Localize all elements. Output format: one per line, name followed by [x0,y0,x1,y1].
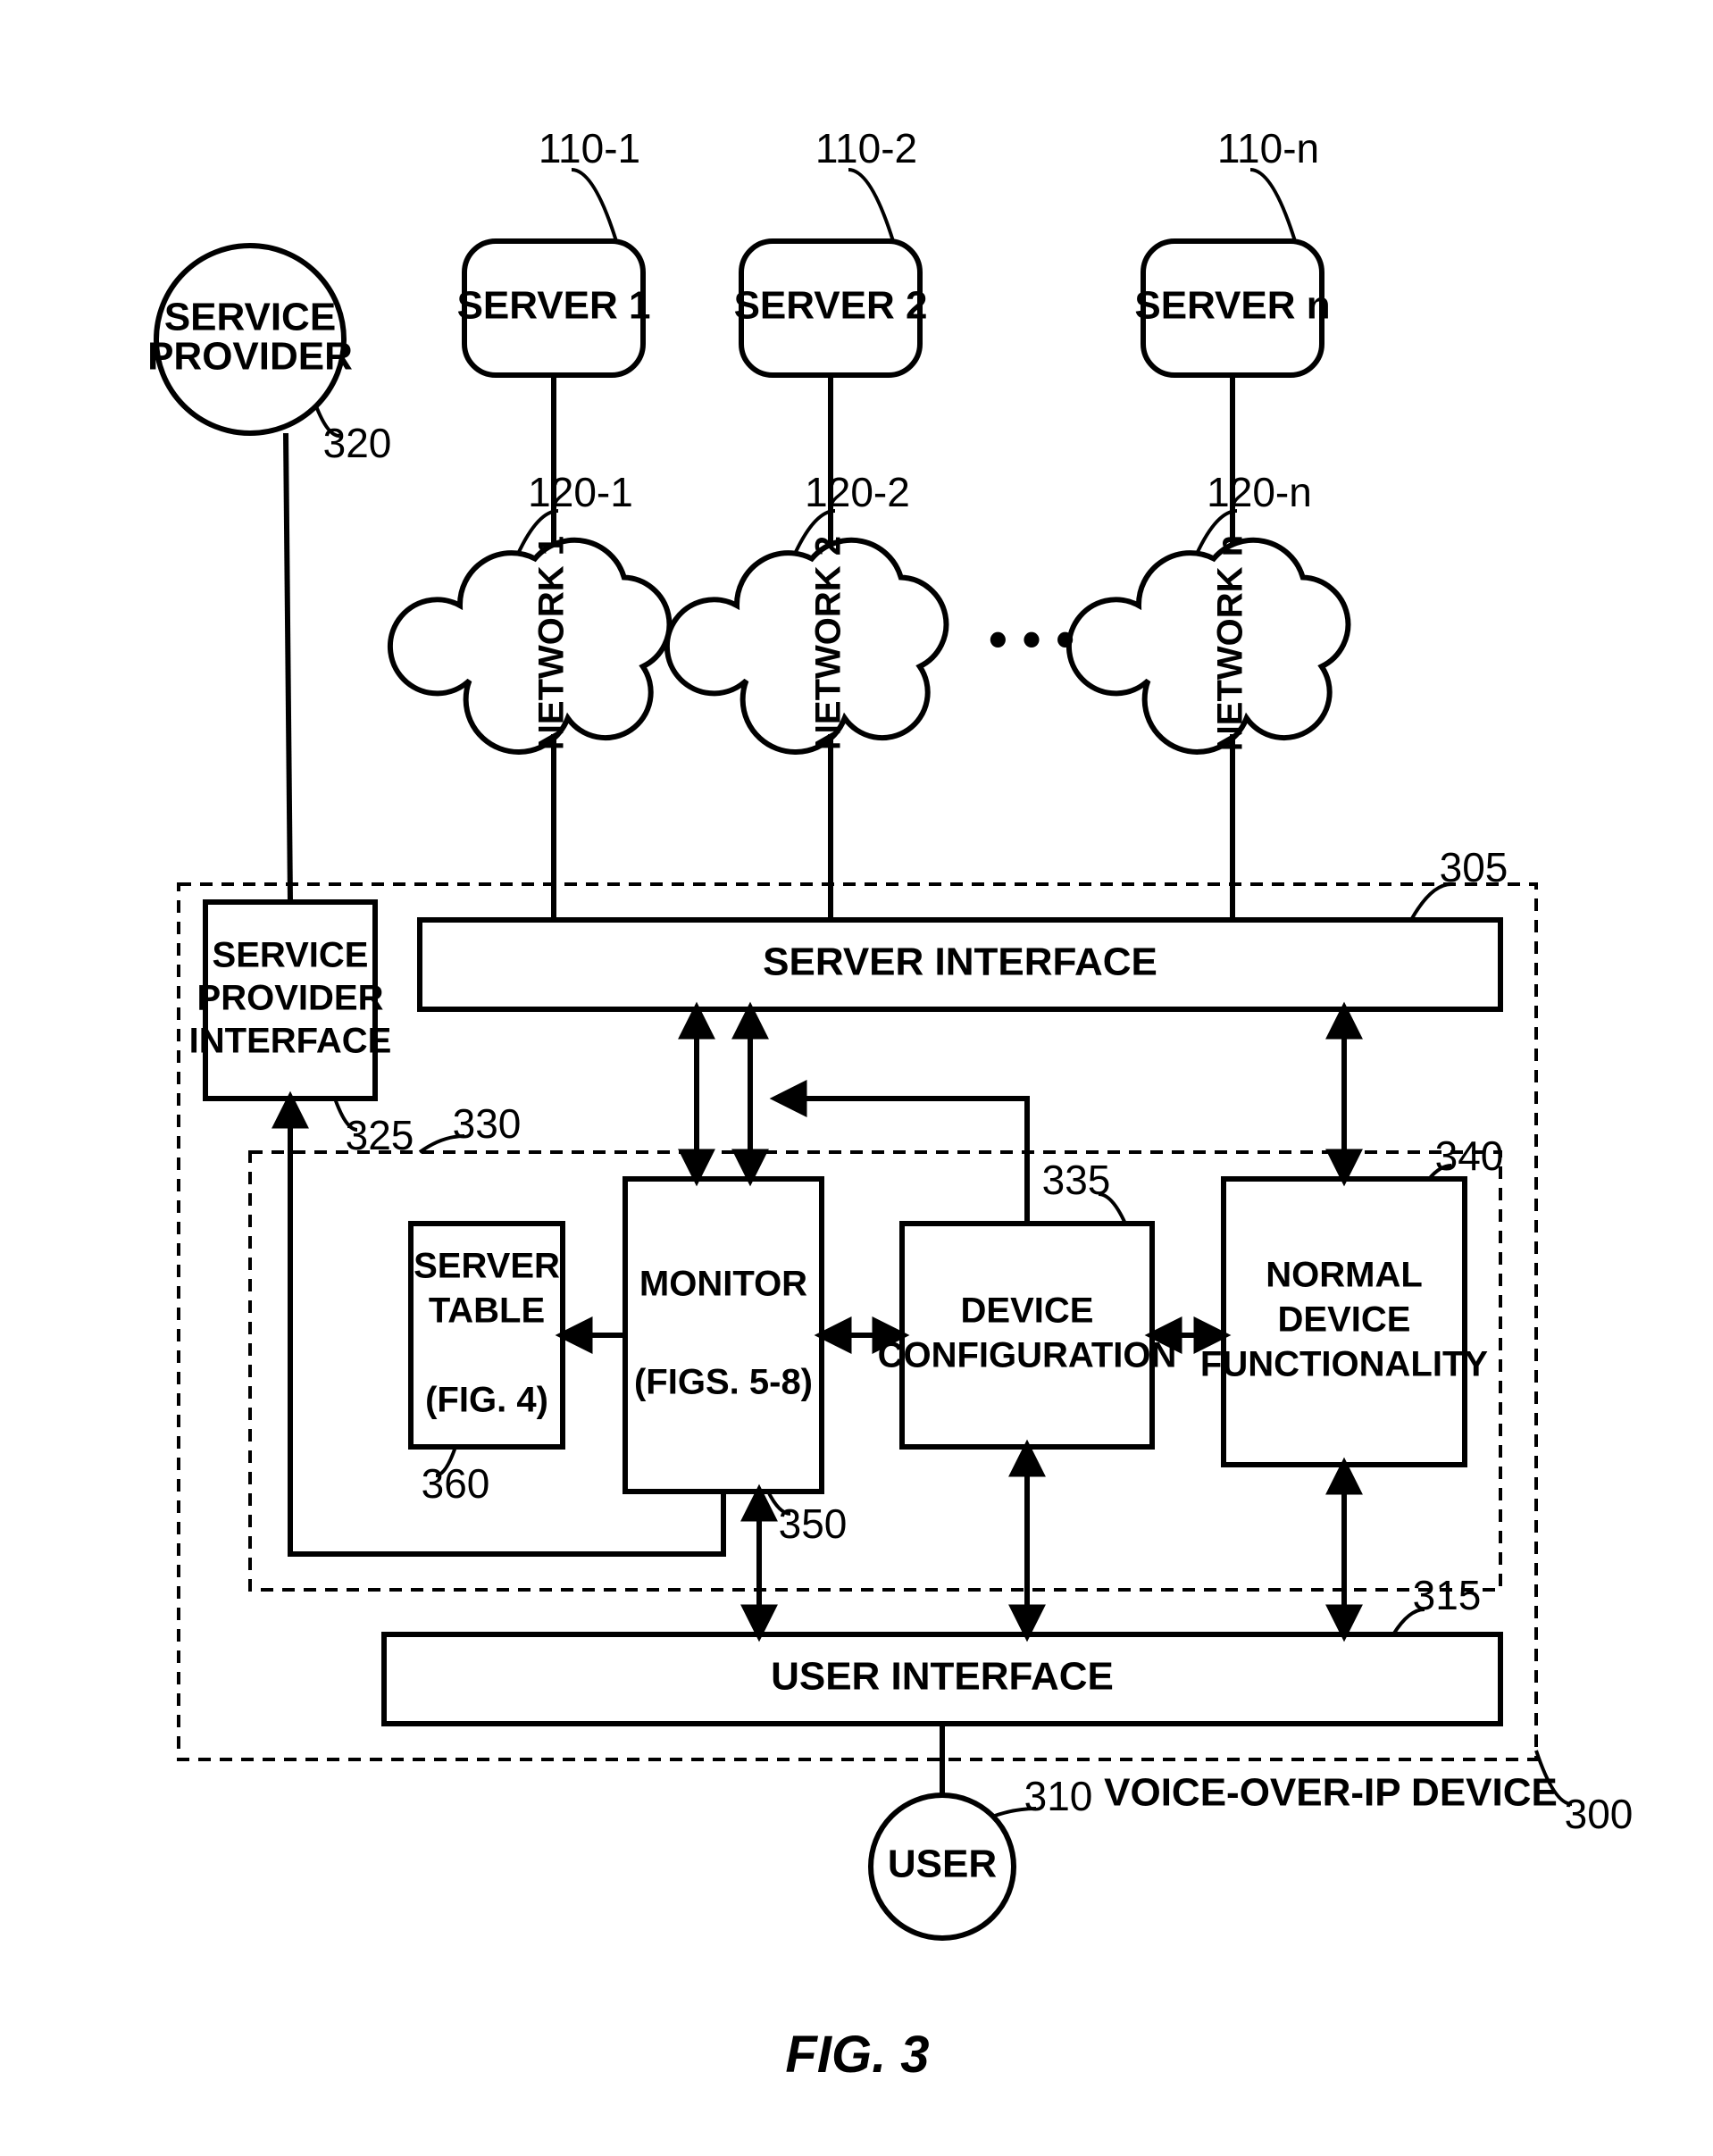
svg-text:INTERFACE: INTERFACE [189,1022,392,1061]
svg-text:USER: USER [888,1843,997,1886]
svg-text:NETWORK 1: NETWORK 1 [532,536,572,750]
svg-text:FIG. 3: FIG. 3 [785,2026,929,2084]
svg-text:340: 340 [1435,1132,1504,1179]
svg-text:SERVICE: SERVICE [213,936,369,975]
svg-text:315: 315 [1413,1572,1482,1618]
monitor-box [625,1179,822,1492]
svg-text:350: 350 [779,1500,848,1547]
svg-text:300: 300 [1565,1791,1634,1837]
svg-text:SERVER n: SERVER n [1134,284,1330,328]
svg-text:DEVICE: DEVICE [1278,1300,1411,1340]
svg-text:110-1: 110-1 [539,125,640,171]
svg-text:360: 360 [422,1460,490,1507]
svg-text:NETWORK n: NETWORK n [1211,535,1250,751]
svg-text:110-n: 110-n [1217,125,1319,171]
svg-text:(FIG. 4): (FIG. 4) [425,1381,548,1420]
svg-text:TABLE: TABLE [429,1291,545,1331]
svg-text:110-2: 110-2 [815,125,917,171]
svg-text:FUNCTIONALITY: FUNCTIONALITY [1200,1345,1489,1384]
svg-text:SERVER INTERFACE: SERVER INTERFACE [763,940,1157,984]
svg-text:(FIGS. 5-8): (FIGS. 5-8) [634,1363,813,1402]
svg-text:SERVER 2: SERVER 2 [734,284,928,328]
svg-text:320: 320 [323,420,392,466]
svg-text:CONFIGURATION: CONFIGURATION [878,1336,1177,1375]
svg-text:120-1: 120-1 [528,469,633,515]
svg-text:NETWORK 2: NETWORK 2 [809,536,848,750]
svg-text:PROVIDER: PROVIDER [147,335,353,379]
svg-text:SERVER: SERVER [414,1247,560,1286]
svg-text:PROVIDER: PROVIDER [197,979,384,1018]
svg-text:310: 310 [1024,1773,1093,1819]
svg-text:120-2: 120-2 [805,469,910,515]
svg-text:120-n: 120-n [1207,469,1312,515]
svg-text:DEVICE: DEVICE [961,1291,1094,1331]
svg-text:MONITOR: MONITOR [639,1265,807,1304]
svg-text:330: 330 [453,1100,522,1147]
svg-text:VOICE-OVER-IP DEVICE: VOICE-OVER-IP DEVICE [1104,1771,1558,1815]
svg-text:USER INTERFACE: USER INTERFACE [771,1655,1114,1699]
svg-text:NORMAL: NORMAL [1266,1256,1423,1295]
svg-text:SERVER 1: SERVER 1 [457,284,651,328]
svg-text:335: 335 [1042,1157,1111,1203]
svg-text:• • •: • • • [989,609,1074,669]
svg-text:SERVICE: SERVICE [164,296,336,339]
